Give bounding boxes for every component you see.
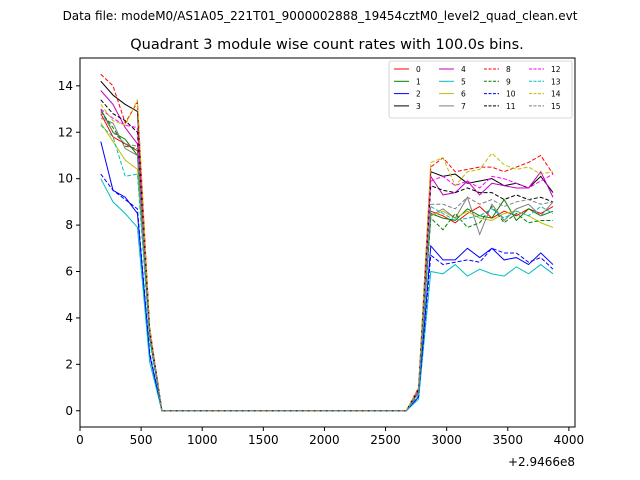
x-tick-label: 0 xyxy=(76,433,84,447)
legend-box xyxy=(388,60,573,119)
series-line-15 xyxy=(100,111,554,412)
legend-label-13: 13 xyxy=(551,77,561,86)
chart-title: Quadrant 3 module wise count rates with … xyxy=(130,37,524,53)
y-tick-label: 14 xyxy=(58,79,73,93)
x-tick-label: 4000 xyxy=(554,433,585,447)
y-tick-label: 0 xyxy=(65,404,73,418)
x-tick-label: 2500 xyxy=(370,433,401,447)
legend-label-11: 11 xyxy=(506,102,516,111)
x-tick-label: 1000 xyxy=(187,433,218,447)
y-tick-label: 2 xyxy=(65,357,73,371)
y-tick-label: 8 xyxy=(65,218,73,232)
series-line-13 xyxy=(100,124,554,412)
x-tick-label: 2000 xyxy=(309,433,340,447)
x-offset-label: +2.9466e8 xyxy=(508,455,575,469)
y-tick-label: 10 xyxy=(58,172,73,186)
legend-label-5: 5 xyxy=(461,77,466,86)
legend-label-6: 6 xyxy=(461,90,466,99)
y-axis: 0 2 4 6 8 10 12 14 xyxy=(58,79,80,418)
x-axis: 0 500 1000 1500 2000 2500 3000 3500 4000 xyxy=(76,427,584,447)
axes-frame xyxy=(79,57,576,428)
y-tick-label: 4 xyxy=(65,311,73,325)
x-tick-label: 1500 xyxy=(248,433,279,447)
legend-label-9: 9 xyxy=(506,77,511,86)
x-tick-label: 3500 xyxy=(493,433,524,447)
y-tick-label: 6 xyxy=(65,265,73,279)
chart-suptitle: Data file: modeM0/AS1A05_221T01_90000028… xyxy=(63,9,578,23)
y-tick-label: 12 xyxy=(58,125,73,139)
legend-label-8: 8 xyxy=(506,65,511,74)
legend-label-7: 7 xyxy=(461,102,466,111)
legend-label-3: 3 xyxy=(416,102,421,111)
legend-label-0: 0 xyxy=(416,65,421,74)
legend-label-10: 10 xyxy=(506,90,516,99)
plot-series xyxy=(100,73,554,412)
legend-label-4: 4 xyxy=(461,65,466,74)
series-line-14 xyxy=(100,99,554,412)
legend-label-14: 14 xyxy=(551,90,561,99)
x-tick-label: 3000 xyxy=(431,433,462,447)
legend-label-12: 12 xyxy=(551,65,561,74)
x-tick-label: 500 xyxy=(130,433,153,447)
legend-label-15: 15 xyxy=(551,102,561,111)
legend-label-1: 1 xyxy=(416,77,421,86)
series-line-10 xyxy=(100,173,554,412)
legend-label-2: 2 xyxy=(416,90,421,99)
